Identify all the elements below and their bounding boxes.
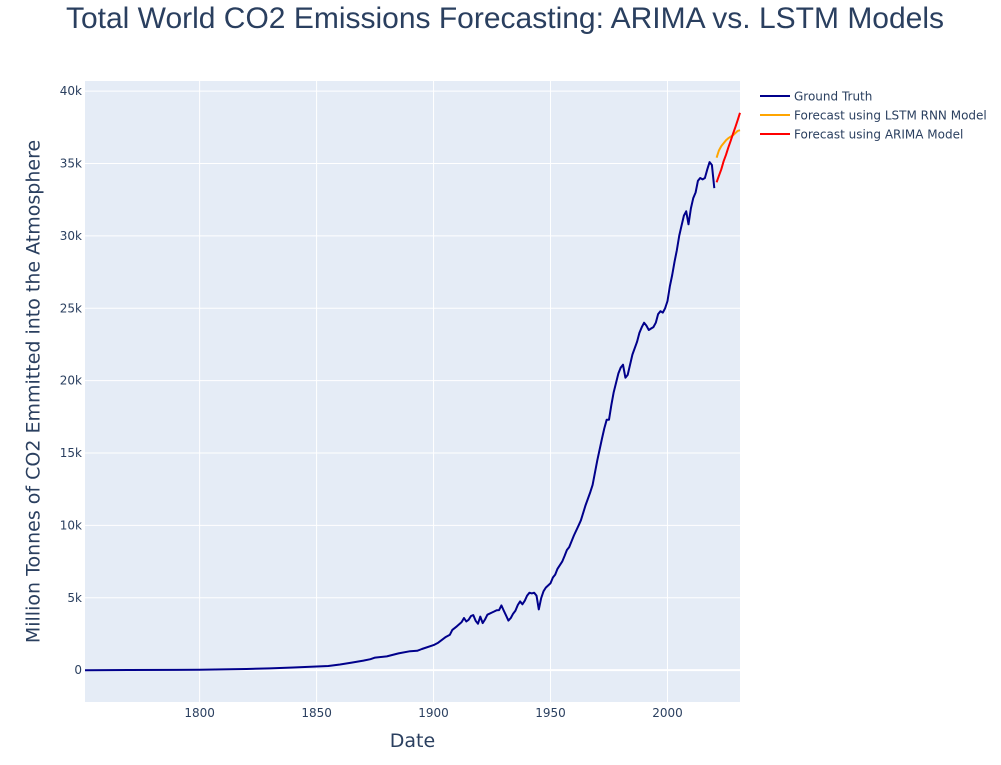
plot-area[interactable] [85,81,740,702]
y-tick-label: 35k [60,157,82,171]
x-axis-title: Date [390,730,435,752]
legend-item-ground-truth: Ground Truth [794,90,872,104]
y-gridlines [85,90,740,672]
chart-title: Total World CO2 Emissions Forecasting: A… [65,2,945,35]
legend-item-forecast-using-lstm-rnn-model: Forecast using LSTM RNN Model [794,109,987,123]
y-tick-label: 0 [74,663,82,677]
x-tick-label: 1800 [184,706,215,720]
y-tick-label: 20k [60,374,82,388]
x-tick-label: 1850 [301,706,332,720]
y-tick-label: 30k [60,229,82,243]
y-tick-label: 40k [60,84,82,98]
y-axis-title: Million Tonnes of CO2 Emmitted into the … [23,140,45,643]
y-tick-labels: 0 5k 10k 15k 20k 25k 30k 35k 40k [60,84,82,677]
series-lines [84,112,741,672]
x-tick-label: 2000 [652,706,683,720]
series-line-forecast-using-arima-model [715,112,741,183]
y-tick-label: 25k [60,301,82,315]
legend[interactable]: Ground Truth Forecast using LSTM RNN Mode… [760,90,987,142]
y-tick-label: 10k [60,518,82,532]
x-tick-labels: 1800 1850 1900 1950 2000 [184,706,682,720]
x-gridlines [199,81,668,702]
x-tick-label: 1950 [535,706,566,720]
legend-item-forecast-using-arima-model: Forecast using ARIMA Model [794,128,963,142]
x-tick-label: 1900 [418,706,449,720]
series-line-forecast-using-lstm-rnn-model [715,129,741,159]
y-tick-label: 5k [67,591,82,605]
series-line-ground-truth [84,161,716,672]
y-tick-label: 15k [60,446,82,460]
